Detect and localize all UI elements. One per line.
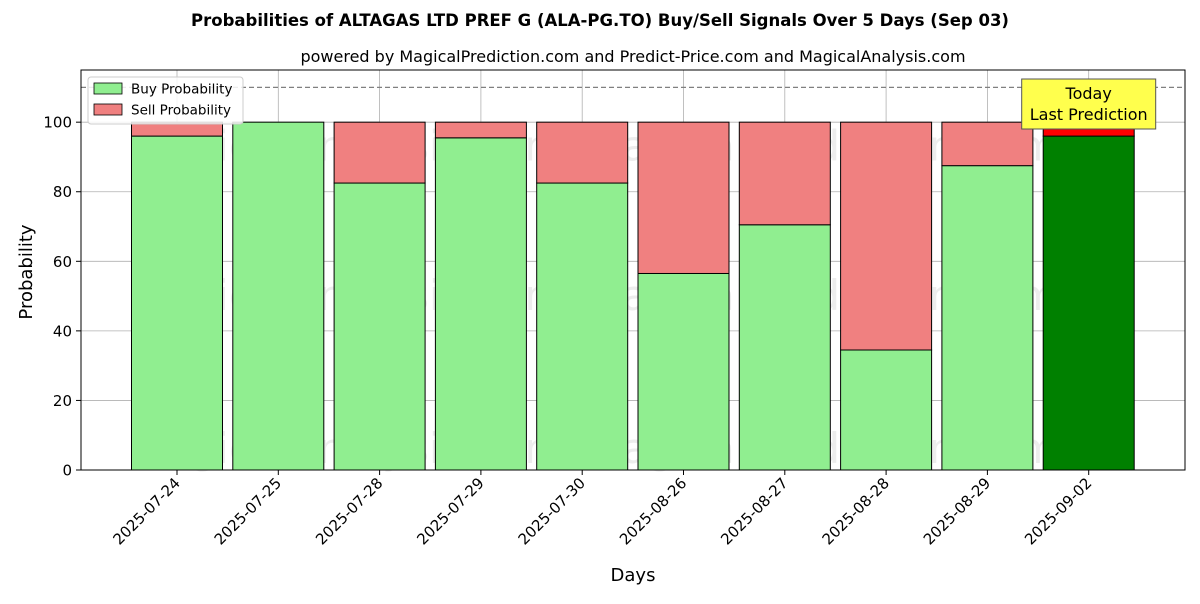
x-tick-label: 2025-07-30 bbox=[515, 474, 589, 548]
buy-bar bbox=[941, 165, 1034, 471]
buy-bar bbox=[131, 135, 223, 471]
sell-bar bbox=[840, 121, 933, 351]
legend-label-sell: Sell Probability bbox=[131, 103, 231, 119]
annotation: Today Last Prediction bbox=[1021, 78, 1157, 130]
legend-box bbox=[87, 76, 244, 125]
y-tick-label: 100 bbox=[43, 114, 72, 132]
x-tick-label: 2025-07-29 bbox=[413, 474, 487, 548]
buy-bar bbox=[232, 121, 325, 471]
y-tick-label: 0 bbox=[62, 462, 72, 480]
sell-bar bbox=[637, 121, 730, 274]
buy-bar bbox=[434, 137, 527, 471]
legend: Buy Probability Sell Probability bbox=[87, 76, 244, 125]
legend-swatch-buy bbox=[93, 82, 123, 95]
y-axis-label: Probability bbox=[16, 224, 37, 319]
annotation-box bbox=[1021, 78, 1157, 130]
chart-title: Probabilities of ALTAGAS LTD PREF G (ALA… bbox=[191, 11, 1009, 30]
plot-frame bbox=[80, 69, 1186, 471]
buy-bar bbox=[738, 224, 831, 471]
annotation-line2: Last Prediction bbox=[1030, 105, 1148, 124]
sell-bar bbox=[941, 121, 1034, 167]
sell-bar bbox=[536, 121, 629, 184]
buy-bar bbox=[536, 182, 629, 471]
legend-swatch-sell bbox=[93, 103, 123, 116]
sell-bar bbox=[333, 121, 426, 184]
y-tick-label: 40 bbox=[53, 322, 72, 340]
x-tick-label: 2025-08-26 bbox=[616, 474, 690, 548]
sell-bar bbox=[738, 121, 831, 226]
x-tick-label: 2025-08-29 bbox=[920, 474, 994, 548]
buy-bar bbox=[333, 182, 426, 471]
buy-bar bbox=[637, 272, 730, 471]
chart-subtitle: powered by MagicalPrediction.com and Pre… bbox=[300, 47, 965, 66]
x-tick-label: 2025-07-28 bbox=[312, 474, 386, 548]
legend-label-buy: Buy Probability bbox=[131, 82, 232, 98]
sell-bar bbox=[434, 121, 527, 139]
y-tick-label: 80 bbox=[53, 183, 72, 201]
annotation-line1: Today bbox=[1065, 84, 1112, 103]
x-tick-label: 2025-09-02 bbox=[1021, 474, 1095, 548]
x-tick-label: 2025-07-25 bbox=[211, 474, 285, 548]
buy-bar bbox=[1042, 135, 1135, 471]
y-tick-label: 20 bbox=[53, 392, 72, 410]
y-tick-label: 60 bbox=[53, 253, 72, 271]
x-tick-label: 2025-08-28 bbox=[819, 474, 893, 548]
bar-layer bbox=[81, 86, 1185, 471]
x-tick-label: 2025-07-24 bbox=[109, 474, 183, 548]
x-tick-label: 2025-08-27 bbox=[717, 474, 791, 548]
x-axis-label: Days bbox=[611, 565, 656, 586]
buy-bar bbox=[840, 349, 933, 471]
